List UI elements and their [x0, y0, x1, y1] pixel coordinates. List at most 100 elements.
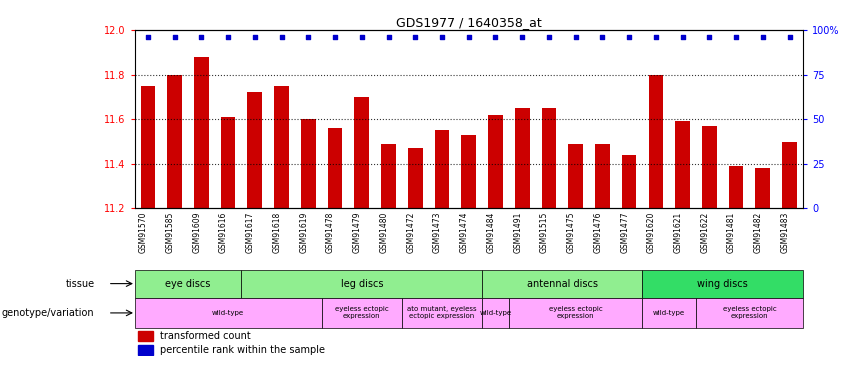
Text: GSM91621: GSM91621 — [674, 211, 682, 253]
Point — [355, 34, 369, 40]
Text: transformed count: transformed count — [160, 331, 251, 341]
Text: GSM91619: GSM91619 — [299, 211, 308, 253]
Point — [783, 34, 797, 40]
Text: GSM91618: GSM91618 — [273, 211, 281, 253]
Bar — [328, 128, 342, 208]
Bar — [247, 93, 262, 208]
Bar — [274, 86, 289, 209]
Text: GSM91609: GSM91609 — [193, 211, 201, 253]
Point — [595, 34, 609, 40]
Text: GSM91482: GSM91482 — [753, 211, 763, 253]
Text: eyeless ectopic
expression: eyeless ectopic expression — [722, 306, 776, 320]
Bar — [755, 168, 770, 208]
Point — [622, 34, 636, 40]
Bar — [569, 144, 583, 208]
Bar — [135, 298, 322, 328]
Bar — [595, 144, 609, 208]
Bar — [138, 345, 153, 355]
Bar — [782, 141, 797, 208]
Point — [168, 34, 181, 40]
Text: GSM91475: GSM91475 — [567, 211, 575, 253]
Point — [248, 34, 262, 40]
Point — [516, 34, 529, 40]
Bar — [482, 270, 642, 298]
Text: GSM91481: GSM91481 — [727, 211, 736, 253]
Point — [729, 34, 743, 40]
Point — [569, 34, 582, 40]
Text: GSM91472: GSM91472 — [406, 211, 415, 253]
Bar — [482, 298, 509, 328]
Point — [649, 34, 663, 40]
Bar — [220, 117, 235, 208]
Bar — [515, 108, 529, 208]
Point — [462, 34, 476, 40]
Point — [328, 34, 342, 40]
Text: wild-type: wild-type — [479, 310, 511, 316]
Bar — [621, 155, 636, 209]
Bar — [642, 270, 803, 298]
Bar — [675, 122, 690, 208]
Text: GSM91617: GSM91617 — [246, 211, 255, 253]
Text: ato mutant, eyeless
ectopic expression: ato mutant, eyeless ectopic expression — [407, 306, 477, 320]
Bar — [729, 166, 743, 208]
Point — [675, 34, 689, 40]
Point — [382, 34, 396, 40]
Bar — [435, 130, 450, 209]
Text: eye discs: eye discs — [165, 279, 211, 289]
Text: GSM91622: GSM91622 — [700, 211, 709, 253]
Text: wing discs: wing discs — [697, 279, 748, 289]
Bar — [322, 298, 402, 328]
Text: GSM91515: GSM91515 — [540, 211, 549, 253]
Text: wild-type: wild-type — [212, 310, 244, 316]
Bar — [642, 298, 696, 328]
Text: GSM91616: GSM91616 — [219, 211, 228, 253]
Bar — [138, 331, 153, 341]
Text: leg discs: leg discs — [340, 279, 383, 289]
Bar — [301, 119, 316, 208]
Bar — [702, 126, 717, 209]
Bar — [648, 75, 663, 209]
Point — [301, 34, 315, 40]
Bar — [462, 135, 476, 209]
Point — [702, 34, 716, 40]
Text: antennal discs: antennal discs — [527, 279, 598, 289]
Bar — [542, 108, 556, 208]
Bar — [141, 86, 155, 209]
Text: GSM91585: GSM91585 — [166, 211, 174, 253]
Bar — [194, 57, 208, 208]
Text: GSM91483: GSM91483 — [780, 211, 790, 253]
Bar — [488, 115, 503, 208]
Text: GSM91484: GSM91484 — [486, 211, 496, 253]
Bar — [354, 97, 369, 208]
Point — [221, 34, 235, 40]
Point — [408, 34, 422, 40]
Text: GSM91474: GSM91474 — [460, 211, 469, 253]
Text: GSM91491: GSM91491 — [513, 211, 523, 253]
Point — [194, 34, 208, 40]
Text: GSM91570: GSM91570 — [139, 211, 148, 253]
Text: eyeless ectopic
expression: eyeless ectopic expression — [549, 306, 602, 320]
Text: GSM91479: GSM91479 — [352, 211, 362, 253]
Text: GSM91477: GSM91477 — [620, 211, 629, 253]
Bar — [509, 298, 642, 328]
Text: tissue: tissue — [65, 279, 95, 289]
Bar — [402, 298, 482, 328]
Bar — [241, 270, 482, 298]
Point — [141, 34, 155, 40]
Text: eyeless ectopic
expression: eyeless ectopic expression — [335, 306, 389, 320]
Text: GSM91473: GSM91473 — [433, 211, 442, 253]
Text: genotype/variation: genotype/variation — [2, 308, 95, 318]
Text: GSM91476: GSM91476 — [594, 211, 602, 253]
Bar — [696, 298, 803, 328]
Text: GSM91480: GSM91480 — [379, 211, 389, 253]
Point — [435, 34, 449, 40]
Point — [489, 34, 503, 40]
Point — [756, 34, 770, 40]
Text: percentile rank within the sample: percentile rank within the sample — [160, 345, 325, 355]
Point — [274, 34, 288, 40]
Bar — [168, 75, 182, 209]
Bar — [135, 270, 241, 298]
Text: wild-type: wild-type — [653, 310, 686, 316]
Text: GSM91478: GSM91478 — [326, 211, 335, 253]
Bar — [381, 144, 396, 208]
